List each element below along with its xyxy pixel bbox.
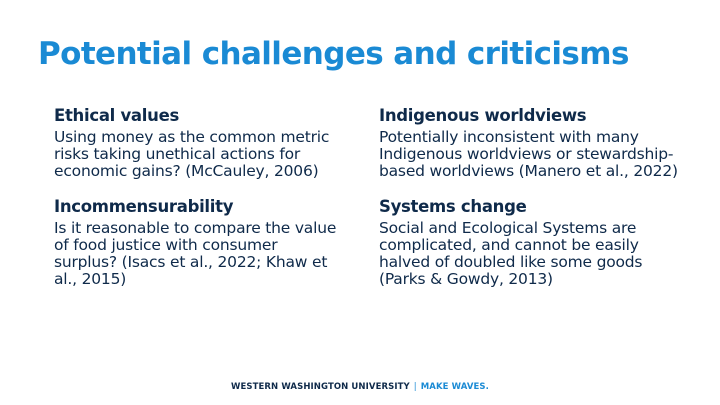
- right-column: Indigenous worldviews Potentially incons…: [379, 106, 679, 305]
- section-heading: Incommensurability: [54, 197, 234, 216]
- left-column: Ethical values Using money as the common…: [54, 106, 339, 305]
- section-heading: Ethical values: [54, 106, 179, 125]
- section-body: Using money as the common metric risks t…: [54, 128, 330, 180]
- section-body: Is it reasonable to compare the value of…: [54, 219, 337, 288]
- section-ethical-values: Ethical values Using money as the common…: [54, 106, 339, 180]
- footer-university-name: WESTERN WASHINGTON UNIVERSITY: [231, 382, 410, 392]
- section-indigenous-worldviews: Indigenous worldviews Potentially incons…: [379, 106, 679, 180]
- footer-tagline: MAKE WAVES.: [420, 382, 489, 392]
- slide-title: Potential challenges and criticisms: [38, 36, 629, 72]
- footer-divider: |: [413, 382, 417, 392]
- section-body: Potentially inconsistent with many Indig…: [379, 128, 678, 180]
- section-heading: Systems change: [379, 197, 527, 216]
- section-systems-change: Systems change Social and Ecological Sys…: [379, 197, 679, 288]
- footer: WESTERN WASHINGTON UNIVERSITY | MAKE WAVES…: [0, 382, 720, 392]
- section-body: Social and Ecological Systems are compli…: [379, 219, 643, 288]
- section-heading: Indigenous worldviews: [379, 106, 587, 125]
- section-incommensurability: Incommensurability Is it reasonable to c…: [54, 197, 339, 288]
